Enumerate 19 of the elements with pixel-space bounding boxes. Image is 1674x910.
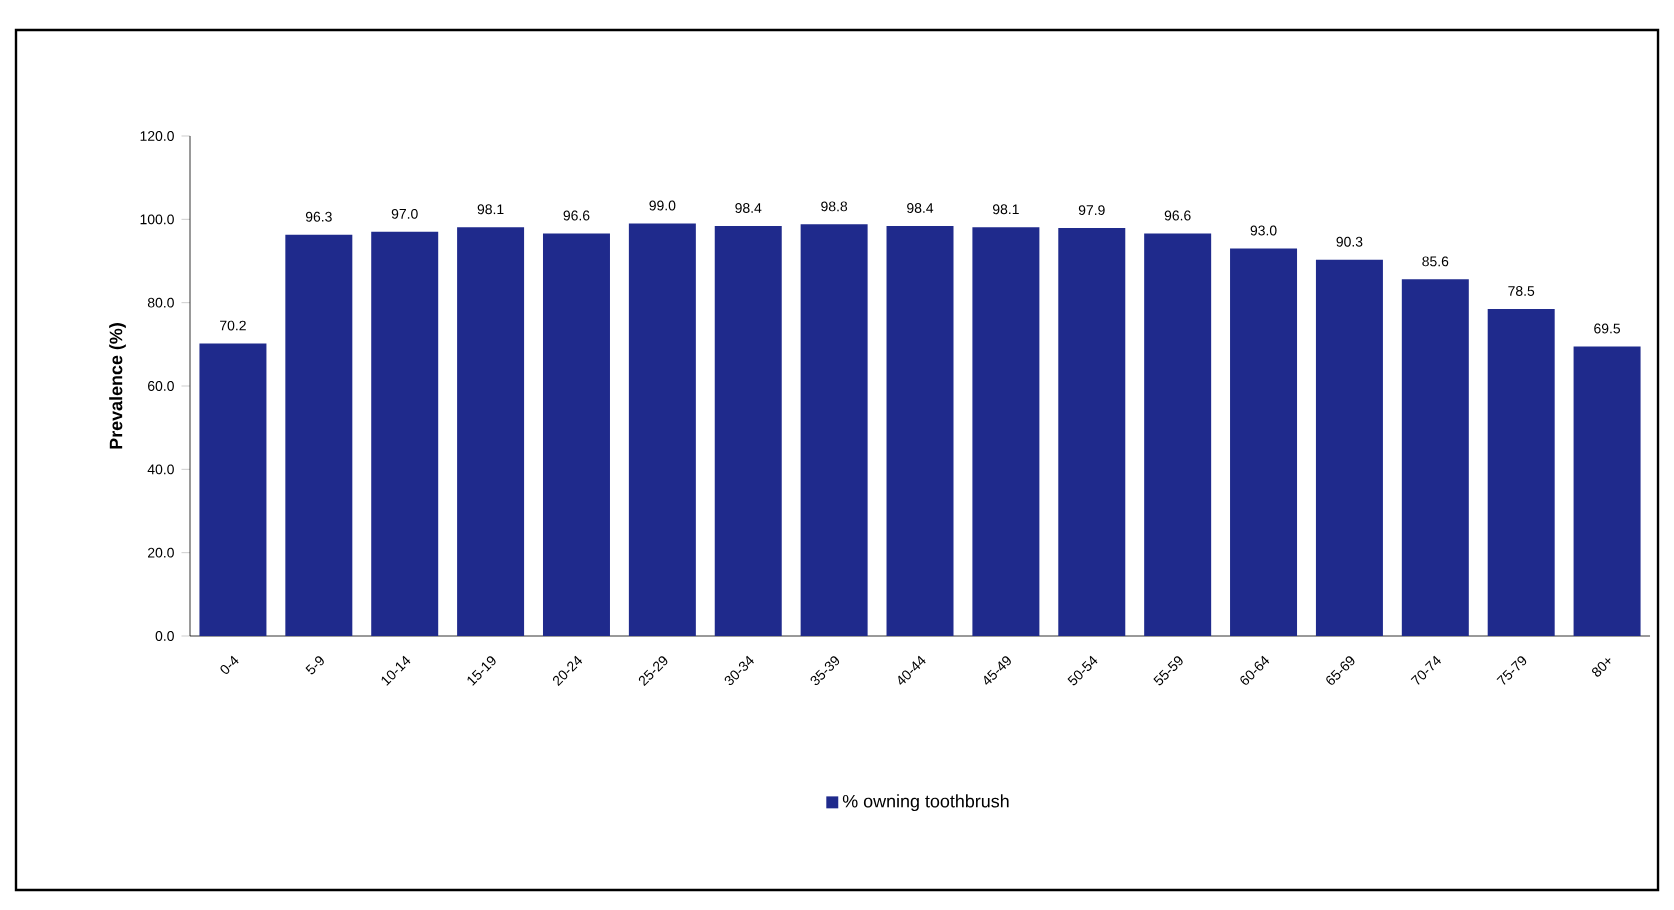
bar	[1315, 259, 1383, 636]
bar	[285, 234, 353, 636]
bar	[1144, 233, 1212, 636]
bar	[457, 227, 525, 636]
bar	[628, 223, 696, 636]
bar	[1487, 308, 1555, 636]
legend-label: % owning toothbrush	[842, 794, 1009, 812]
bar	[1058, 228, 1126, 636]
bar	[1401, 279, 1469, 636]
y-axis-title: Prevalence (%)	[109, 323, 126, 449]
bar	[199, 343, 267, 636]
bar	[542, 233, 610, 636]
bar	[1230, 248, 1298, 636]
bar	[714, 225, 782, 636]
bar	[886, 225, 954, 636]
bar	[800, 224, 868, 636]
bar	[1573, 346, 1641, 636]
bar	[371, 231, 439, 636]
bar	[972, 227, 1040, 636]
